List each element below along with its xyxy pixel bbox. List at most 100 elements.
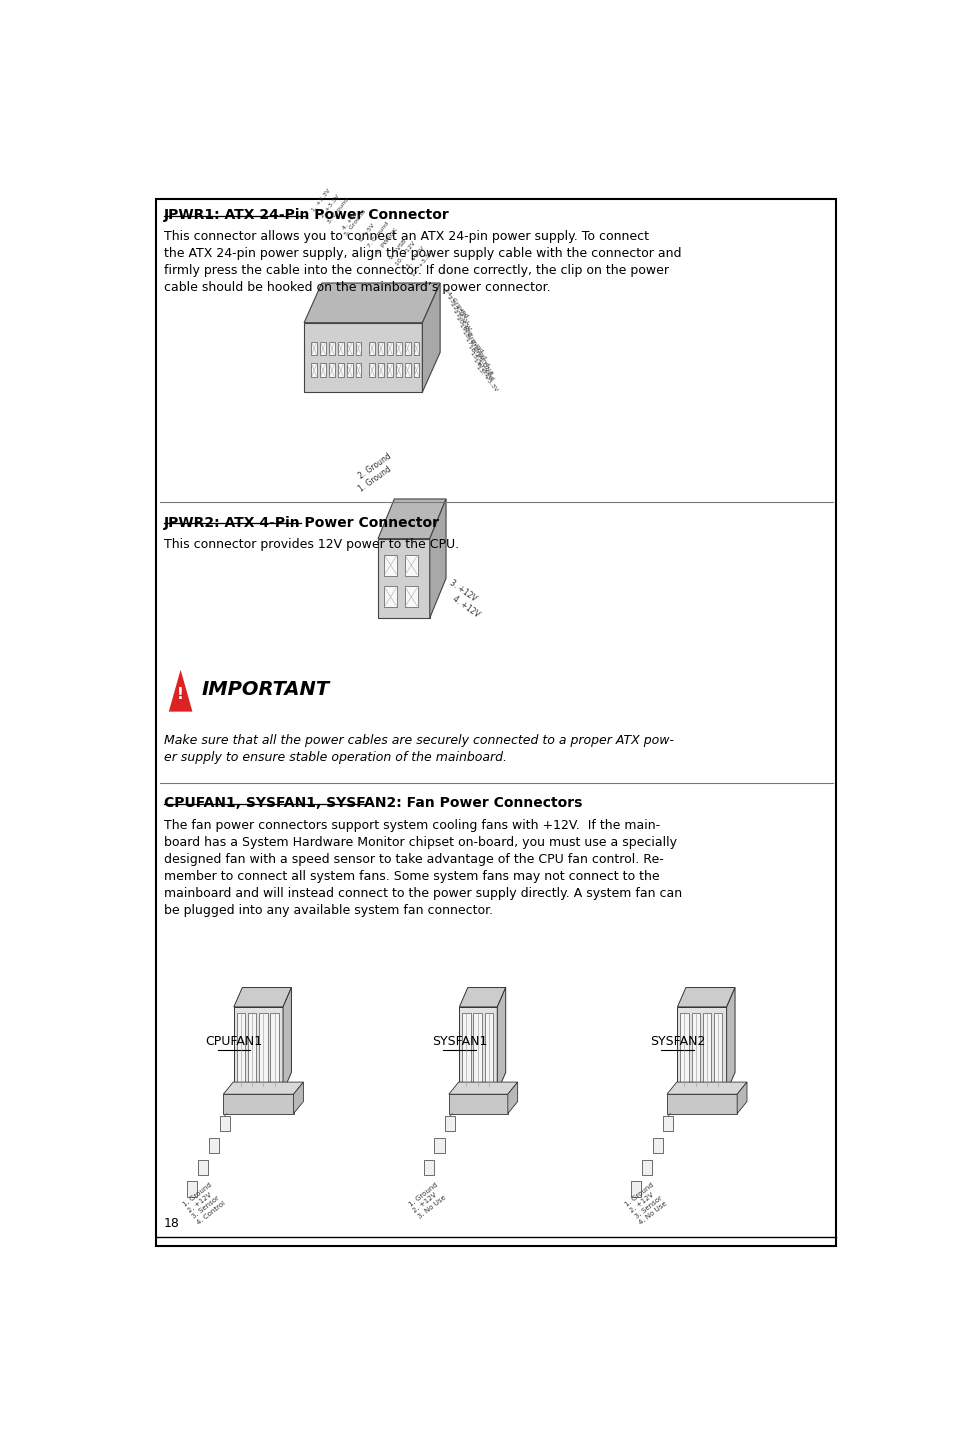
- Text: CPUFAN1: CPUFAN1: [205, 1035, 262, 1047]
- Text: 5. Ground: 5. Ground: [344, 209, 367, 236]
- Polygon shape: [679, 1013, 688, 1086]
- Polygon shape: [726, 987, 734, 1092]
- Text: 1. Ground
2. +12V
3. Sensor
4. No Use: 1. Ground 2. +12V 3. Sensor 4. No Use: [623, 1182, 668, 1226]
- Text: 21. +5V: 21. +5V: [452, 309, 471, 332]
- Text: designed fan with a speed sensor to take advantage of the CPU fan control. Re-: designed fan with a speed sensor to take…: [164, 853, 662, 866]
- Polygon shape: [223, 1095, 294, 1113]
- Polygon shape: [737, 1082, 746, 1113]
- Text: 12. +3.3V: 12. +3.3V: [411, 250, 434, 278]
- Polygon shape: [198, 1159, 208, 1175]
- Text: 15. Ground: 15. Ground: [469, 351, 495, 381]
- Polygon shape: [404, 587, 417, 607]
- Text: !: !: [177, 687, 184, 701]
- Polygon shape: [395, 363, 401, 378]
- Text: 13. +3.3V: 13. +3.3V: [476, 365, 498, 392]
- Text: This connector allows you to connect an ATX 24-pin power supply. To connect: This connector allows you to connect an …: [164, 230, 648, 243]
- Polygon shape: [395, 342, 401, 355]
- Text: the ATX 24-pin power supply, align the power supply cable with the connector and: the ATX 24-pin power supply, align the p…: [164, 248, 680, 260]
- Text: 2. +3.3V: 2. +3.3V: [319, 193, 340, 219]
- Polygon shape: [223, 1082, 303, 1095]
- Polygon shape: [677, 1007, 726, 1092]
- Polygon shape: [383, 587, 396, 607]
- Text: The fan power connectors support system cooling fans with +12V.  If the main-: The fan power connectors support system …: [164, 819, 659, 831]
- Polygon shape: [630, 1182, 640, 1196]
- Text: 4. +5V: 4. +5V: [341, 210, 358, 230]
- Text: 3. Ground: 3. Ground: [326, 197, 349, 225]
- Polygon shape: [459, 1007, 497, 1092]
- Polygon shape: [666, 1095, 737, 1113]
- Polygon shape: [319, 363, 326, 378]
- Text: This connector provides 12V power to the CPU.: This connector provides 12V power to the…: [164, 538, 458, 551]
- Polygon shape: [329, 342, 335, 355]
- Polygon shape: [641, 1159, 651, 1175]
- Polygon shape: [702, 1013, 710, 1086]
- Polygon shape: [434, 1138, 444, 1153]
- Polygon shape: [377, 342, 383, 355]
- Polygon shape: [337, 342, 343, 355]
- Polygon shape: [346, 342, 353, 355]
- Polygon shape: [369, 342, 375, 355]
- Polygon shape: [187, 1182, 197, 1196]
- Polygon shape: [448, 1082, 517, 1095]
- Polygon shape: [473, 1013, 481, 1086]
- Text: 2. Ground: 2. Ground: [356, 451, 393, 481]
- Polygon shape: [423, 1159, 434, 1175]
- Polygon shape: [311, 342, 316, 355]
- Polygon shape: [346, 363, 353, 378]
- Text: JPWR1: ATX 24-Pin Power Connector: JPWR1: ATX 24-Pin Power Connector: [164, 207, 449, 222]
- Text: firmly press the cable into the connector. If done correctly, the clip on the po: firmly press the cable into the connecto…: [164, 265, 668, 278]
- Polygon shape: [270, 1013, 278, 1086]
- Text: 22. +5V: 22. +5V: [449, 302, 468, 325]
- Polygon shape: [404, 554, 417, 575]
- Polygon shape: [413, 363, 419, 378]
- Polygon shape: [233, 1007, 283, 1092]
- Polygon shape: [666, 1082, 746, 1095]
- Polygon shape: [387, 363, 393, 378]
- Text: 11. +12V: 11. +12V: [403, 246, 425, 272]
- Text: 24. Ground: 24. Ground: [442, 288, 468, 319]
- Text: 6. +5V: 6. +5V: [359, 223, 375, 242]
- Polygon shape: [377, 538, 429, 618]
- Polygon shape: [355, 342, 361, 355]
- Polygon shape: [369, 363, 375, 378]
- Polygon shape: [422, 283, 439, 392]
- Polygon shape: [507, 1082, 517, 1113]
- Text: IMPORTANT: IMPORTANT: [201, 680, 329, 700]
- Text: 1. Ground
2. +12V
3. Sensor
4. Control: 1. Ground 2. +12V 3. Sensor 4. Control: [182, 1182, 227, 1226]
- Text: cable should be hooked on the mainboard’s power connector.: cable should be hooked on the mainboard’…: [164, 282, 550, 295]
- Text: 4. +12V: 4. +12V: [451, 594, 481, 620]
- Polygon shape: [413, 342, 419, 355]
- Text: 10. +12V: 10. +12V: [395, 240, 416, 266]
- Polygon shape: [355, 363, 361, 378]
- Text: 18. Ground: 18. Ground: [460, 329, 486, 361]
- Text: 7. Ground: 7. Ground: [366, 220, 390, 249]
- Polygon shape: [652, 1138, 662, 1153]
- Text: CPUFAN1, SYSFAN1, SYSFAN2: Fan Power Connectors: CPUFAN1, SYSFAN1, SYSFAN2: Fan Power Con…: [164, 797, 581, 810]
- Text: board has a System Hardware Monitor chipset on-board, you must use a specially: board has a System Hardware Monitor chip…: [164, 836, 676, 849]
- Polygon shape: [209, 1138, 219, 1153]
- Polygon shape: [459, 987, 505, 1007]
- Text: 18: 18: [164, 1216, 179, 1229]
- Polygon shape: [304, 322, 422, 392]
- Text: SYSFAN1: SYSFAN1: [431, 1035, 487, 1047]
- Polygon shape: [294, 1082, 303, 1113]
- Polygon shape: [236, 1013, 245, 1086]
- Text: 9. 5VSB: 9. 5VSB: [388, 238, 407, 260]
- Polygon shape: [484, 1013, 493, 1086]
- Polygon shape: [377, 363, 383, 378]
- Text: 23. +5V: 23. +5V: [446, 295, 465, 318]
- Text: SYSFAN2: SYSFAN2: [649, 1035, 704, 1047]
- Polygon shape: [691, 1013, 700, 1086]
- Polygon shape: [259, 1013, 267, 1086]
- Polygon shape: [713, 1013, 721, 1086]
- Polygon shape: [662, 1116, 673, 1132]
- Text: 1. Ground: 1. Ground: [356, 465, 393, 494]
- Text: mainboard and will instead connect to the power supply directly. A system fan ca: mainboard and will instead connect to th…: [164, 887, 681, 900]
- Polygon shape: [461, 1013, 470, 1086]
- Polygon shape: [219, 1116, 230, 1132]
- Polygon shape: [304, 283, 439, 322]
- Polygon shape: [233, 987, 291, 1007]
- Polygon shape: [329, 363, 335, 378]
- Polygon shape: [429, 499, 446, 618]
- Polygon shape: [677, 987, 734, 1007]
